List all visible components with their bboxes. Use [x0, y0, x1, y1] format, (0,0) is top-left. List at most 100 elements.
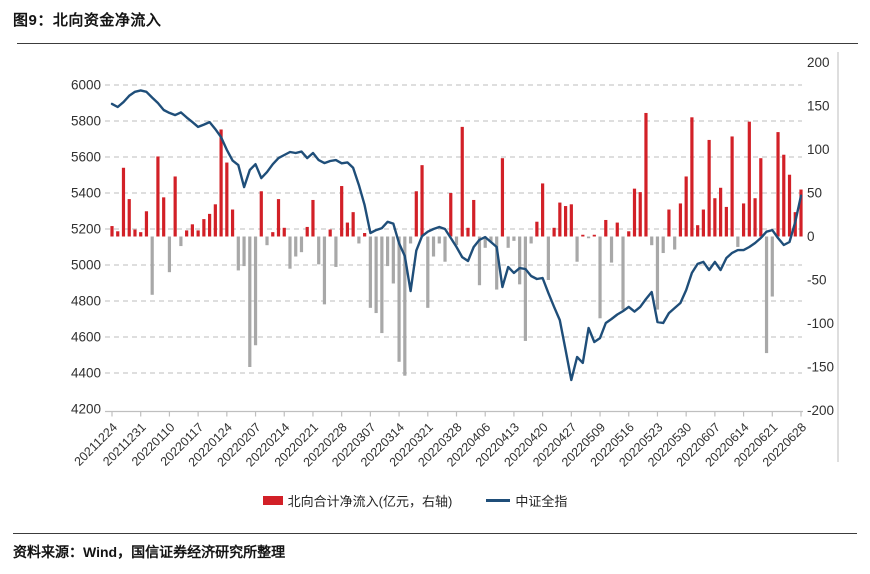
bar [357, 236, 361, 244]
bar [276, 199, 281, 237]
bar [236, 236, 240, 271]
bar [408, 236, 413, 244]
line-series-swatch [486, 499, 511, 502]
bar [632, 188, 637, 237]
bar [575, 236, 579, 262]
right-axis-tick-label: 100 [807, 142, 830, 157]
bar [397, 236, 401, 362]
bar [190, 224, 194, 237]
bar [518, 236, 522, 285]
bar [541, 183, 545, 237]
bar [741, 203, 746, 237]
bar [403, 236, 407, 376]
bar [730, 136, 734, 237]
bar [437, 236, 441, 244]
right-axis-tick-label: 50 [807, 186, 822, 201]
bar [512, 236, 516, 241]
left-axis-tick-label: 4800 [71, 294, 101, 309]
chart-legend: 北向合计净流入(亿元，右轴) 中证全指 [0, 491, 830, 510]
right-axis-tick-label: 200 [807, 55, 830, 70]
left-axis-tick-label: 4600 [71, 330, 101, 345]
bar [196, 230, 200, 237]
bar [328, 229, 332, 237]
bar [678, 203, 683, 237]
bar [650, 236, 654, 246]
bar [173, 176, 177, 237]
bar [162, 197, 166, 237]
right-axis-tick-label: 0 [807, 229, 815, 244]
bar [621, 236, 625, 310]
bar [420, 165, 424, 237]
bar [638, 192, 642, 237]
left-axis-tick-label: 4400 [71, 366, 101, 381]
bar [627, 231, 631, 237]
figure-title: 图9：北向资金净流入 [13, 12, 162, 29]
bar [230, 209, 235, 237]
bar [598, 236, 602, 319]
bar [776, 132, 780, 237]
bar [351, 212, 355, 237]
bar [150, 236, 154, 295]
bar [443, 236, 447, 262]
bar [144, 211, 149, 237]
bar [799, 189, 803, 237]
bar [500, 158, 505, 237]
bar [414, 191, 418, 237]
bar [466, 227, 470, 237]
bar [782, 154, 786, 237]
bar [242, 236, 246, 267]
bar [546, 236, 550, 280]
bar [535, 221, 539, 237]
bar [454, 236, 459, 246]
bar [156, 156, 160, 237]
bar [294, 236, 298, 257]
bar [713, 198, 717, 237]
bar [736, 236, 740, 247]
right-axis-tick-label: 150 [807, 99, 830, 114]
bar [506, 236, 510, 248]
bar [690, 117, 694, 237]
bar [322, 236, 327, 305]
bar [213, 204, 217, 237]
bar [431, 236, 436, 257]
bar [477, 236, 482, 286]
bar [696, 225, 700, 237]
bar [449, 193, 453, 237]
bar [259, 191, 263, 237]
bar [282, 227, 286, 237]
right-axis-tick-label: -200 [807, 403, 834, 418]
bar [609, 236, 614, 263]
bar [179, 236, 183, 247]
bar [558, 202, 562, 237]
left-axis-tick-label: 5200 [71, 222, 101, 237]
bar [334, 236, 338, 267]
left-axis-tick-label: 5600 [71, 150, 101, 165]
bar [586, 236, 591, 239]
bar-series-swatch [262, 496, 283, 505]
bar [110, 226, 114, 237]
index-line [110, 89, 803, 382]
bar [655, 236, 660, 310]
bar [747, 121, 751, 237]
legend-item-line: 中证全指 [486, 491, 567, 510]
bar [581, 234, 585, 237]
bar [701, 209, 705, 237]
bar [311, 199, 315, 237]
bar [345, 222, 350, 237]
bar [374, 236, 378, 314]
bar [460, 126, 464, 237]
bar [121, 167, 126, 237]
bar [684, 176, 688, 237]
bar [288, 236, 292, 269]
bar [340, 186, 344, 237]
bar [604, 219, 608, 237]
bar [386, 236, 390, 267]
bar [529, 236, 533, 244]
bar [202, 219, 206, 237]
bar [667, 209, 671, 237]
bar [563, 206, 568, 237]
bar [299, 236, 304, 253]
left-axis-tick-label: 4200 [71, 402, 101, 417]
